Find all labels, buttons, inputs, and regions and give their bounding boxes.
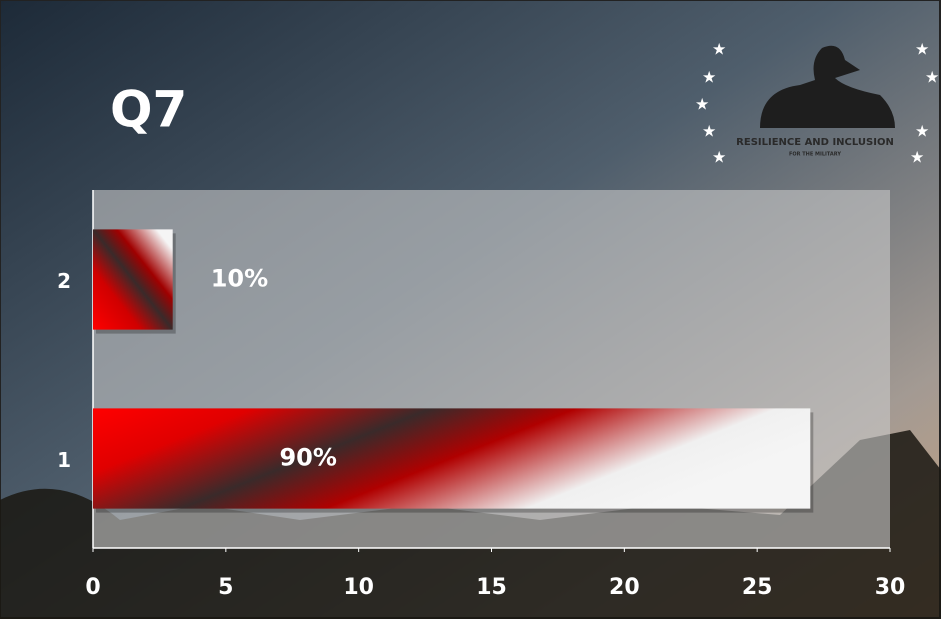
x-tick-label: 5 <box>218 575 233 600</box>
svg-text:★: ★ <box>910 148 924 167</box>
chart-title: Q7 <box>110 81 187 139</box>
x-tick-label: 30 <box>875 575 906 600</box>
bar <box>93 229 173 330</box>
logo: ★ ★ ★ ★ ★ ★ ★ ★ ★ RESILIENCE AND INCLUSION F… <box>695 40 939 167</box>
svg-text:★: ★ <box>712 148 726 167</box>
logo-title: RESILIENCE AND INCLUSION <box>736 137 894 148</box>
value-label: 90% <box>279 444 336 472</box>
stars: ★ ★ ★ ★ ★ ★ ★ ★ ★ <box>695 40 939 167</box>
x-tick-label: 0 <box>85 575 100 600</box>
y-tick-label: 2 <box>57 269 71 293</box>
logo-subtitle: FOR THE MILITARY <box>789 152 841 158</box>
svg-text:★: ★ <box>915 122 929 141</box>
svg-text:★: ★ <box>915 40 929 59</box>
bar <box>93 408 811 509</box>
svg-text:★: ★ <box>702 68 716 87</box>
value-label: 10% <box>211 265 268 293</box>
svg-text:★: ★ <box>702 122 716 141</box>
x-tick-label: 25 <box>742 575 773 600</box>
x-tick-label: 15 <box>476 575 507 600</box>
svg-text:★: ★ <box>695 95 709 114</box>
x-tick-label: 10 <box>343 575 374 600</box>
svg-text:★: ★ <box>925 68 939 87</box>
y-tick-label: 1 <box>57 448 71 472</box>
soldier <box>760 45 895 128</box>
svg-text:★: ★ <box>712 40 726 59</box>
x-tick-label: 20 <box>609 575 640 600</box>
